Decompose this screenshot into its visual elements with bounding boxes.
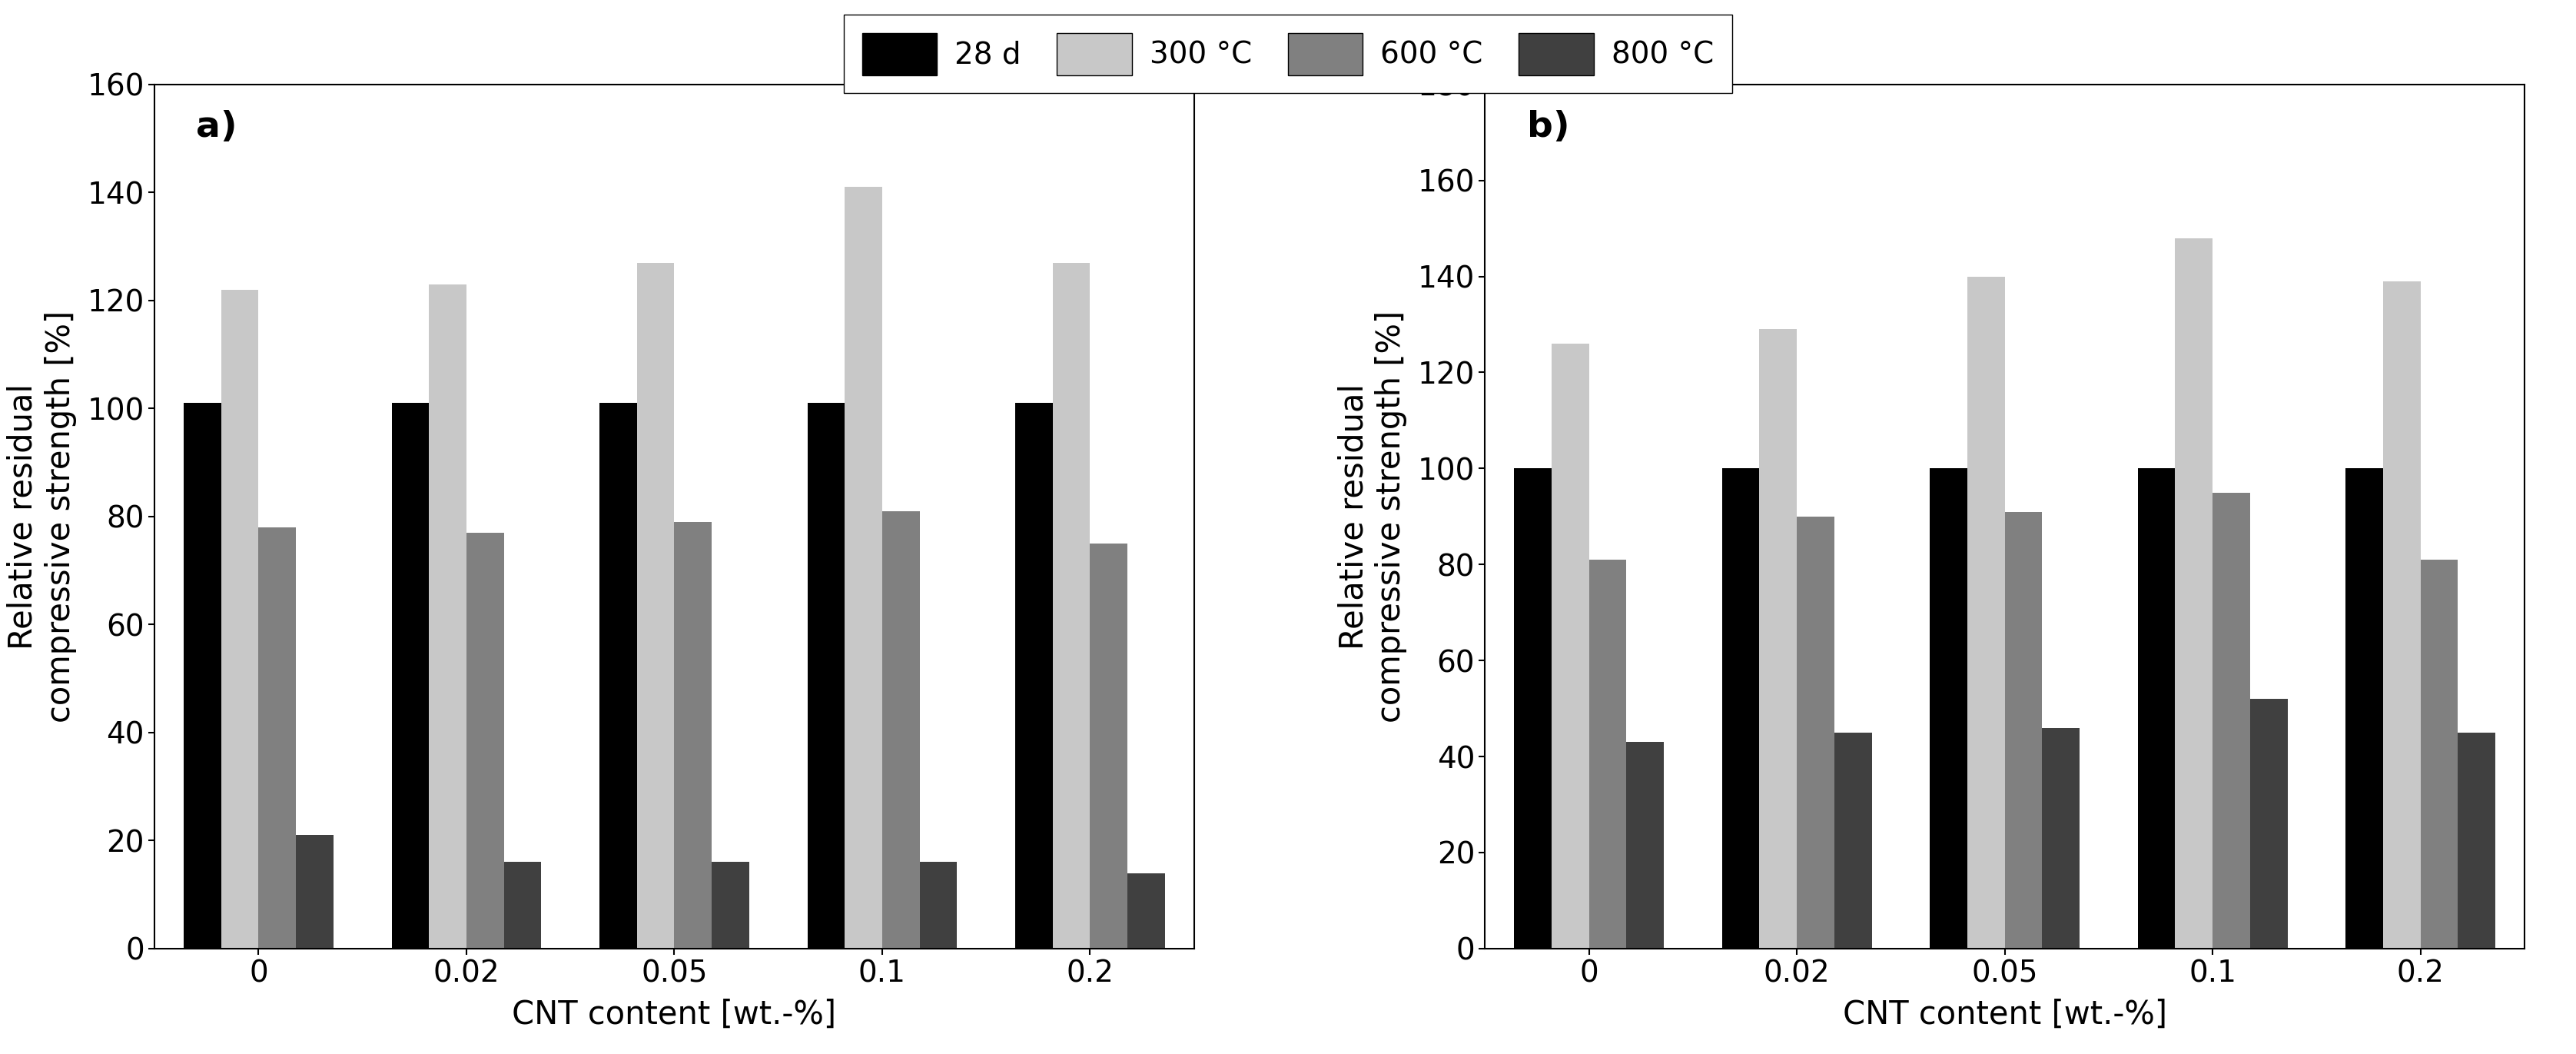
Bar: [2174, 238, 2213, 949]
Bar: [1929, 468, 1968, 949]
Bar: [392, 403, 430, 949]
X-axis label: CNT content [wt.-%]: CNT content [wt.-%]: [1842, 998, 2166, 1031]
Bar: [1551, 344, 1589, 949]
Bar: [505, 862, 541, 949]
Bar: [600, 403, 636, 949]
X-axis label: CNT content [wt.-%]: CNT content [wt.-%]: [513, 998, 837, 1031]
Bar: [222, 290, 258, 949]
Bar: [1625, 742, 1664, 949]
Bar: [1589, 560, 1625, 949]
Bar: [1759, 329, 1798, 949]
Bar: [1798, 516, 1834, 949]
Y-axis label: Relative residual
compressive strength [%]: Relative residual compressive strength […: [1337, 310, 1406, 723]
Bar: [183, 403, 222, 949]
Bar: [1054, 262, 1090, 949]
Bar: [2138, 468, 2174, 949]
Bar: [430, 285, 466, 949]
Bar: [1128, 873, 1164, 949]
Bar: [711, 862, 750, 949]
Bar: [258, 527, 296, 949]
Bar: [1090, 544, 1128, 949]
Bar: [881, 511, 920, 949]
Bar: [2004, 511, 2043, 949]
Bar: [2249, 699, 2287, 949]
Text: b): b): [1528, 111, 1569, 144]
Bar: [1721, 468, 1759, 949]
Bar: [466, 532, 505, 949]
Y-axis label: Relative residual
compressive strength [%]: Relative residual compressive strength […: [8, 310, 77, 723]
Bar: [2213, 492, 2249, 949]
Bar: [1834, 733, 1873, 949]
Bar: [2347, 468, 2383, 949]
Bar: [675, 522, 711, 949]
Bar: [1968, 276, 2004, 949]
Bar: [636, 262, 675, 949]
Legend: 28 d, 300 °C, 600 °C, 800 °C: 28 d, 300 °C, 600 °C, 800 °C: [845, 15, 1731, 93]
Bar: [920, 862, 958, 949]
Bar: [2421, 560, 2458, 949]
Text: a): a): [196, 111, 237, 144]
Bar: [845, 187, 881, 949]
Bar: [296, 835, 332, 949]
Bar: [806, 403, 845, 949]
Bar: [1015, 403, 1054, 949]
Bar: [2458, 733, 2496, 949]
Bar: [2383, 281, 2421, 949]
Bar: [2043, 727, 2079, 949]
Bar: [1515, 468, 1551, 949]
